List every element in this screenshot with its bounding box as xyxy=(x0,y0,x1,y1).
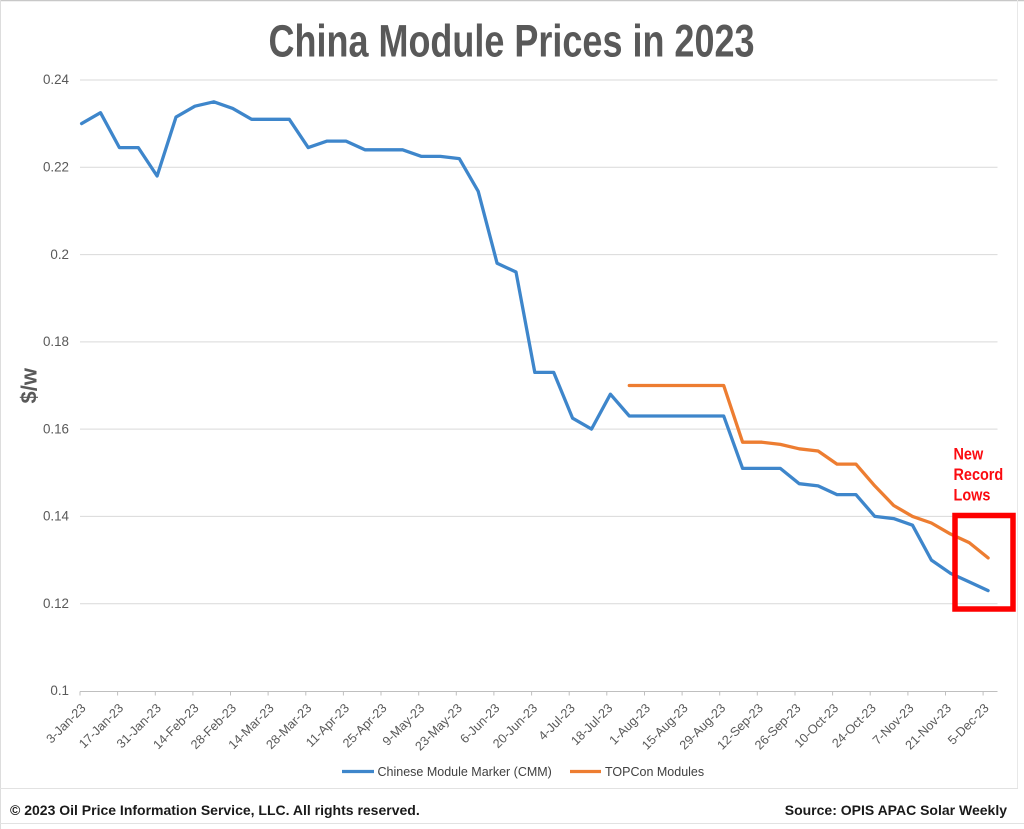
svg-text:Source: OPIS APAC Solar Weekly: Source: OPIS APAC Solar Weekly xyxy=(785,802,1007,818)
svg-text:0.16: 0.16 xyxy=(43,421,69,436)
svg-text:0.22: 0.22 xyxy=(43,160,69,175)
svg-text:0.1: 0.1 xyxy=(50,683,69,698)
svg-text:TOPCon Modules: TOPCon Modules xyxy=(605,765,704,779)
svg-text:0.24: 0.24 xyxy=(43,72,70,87)
svg-text:© 2023 Oil Price Information: © 2023 Oil Price Information Service, LL… xyxy=(10,802,420,818)
svg-text:Record: Record xyxy=(954,466,1004,484)
svg-text:Chinese Module Marker (CMM): Chinese Module Marker (CMM) xyxy=(378,765,552,779)
svg-text:New: New xyxy=(954,445,984,463)
svg-text:0.14: 0.14 xyxy=(43,509,70,524)
svg-text:0.18: 0.18 xyxy=(43,334,69,349)
svg-text:$/w: $/w xyxy=(17,367,42,403)
svg-text:China Module Prices in 2023: China Module Prices in 2023 xyxy=(269,16,755,67)
svg-text:0.12: 0.12 xyxy=(43,596,69,611)
svg-text:Lows: Lows xyxy=(954,486,991,504)
svg-text:0.2: 0.2 xyxy=(50,247,69,262)
